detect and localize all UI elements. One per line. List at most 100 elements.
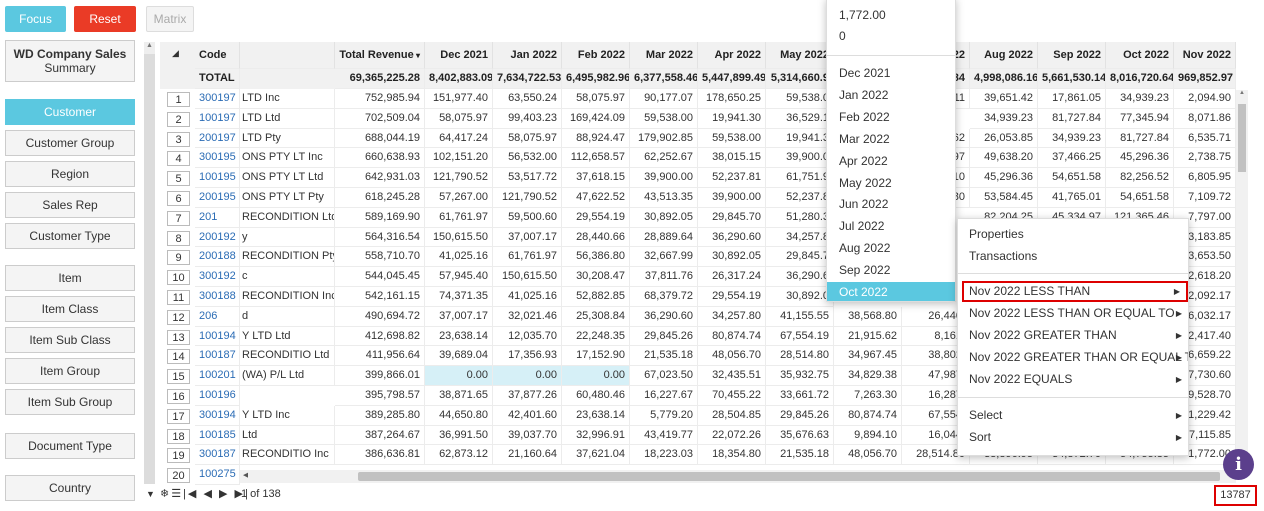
info-button[interactable]: i <box>1223 449 1254 480</box>
row-code[interactable]: 200188 <box>195 247 240 268</box>
value-cell[interactable]: 558,710.70 <box>335 247 425 268</box>
value-cell[interactable]: 411,956.64 <box>335 346 425 367</box>
value-cell[interactable]: 74,371.35 <box>425 287 493 307</box>
footer-toggle[interactable]: ▼ <box>146 489 155 499</box>
row-code[interactable]: 206 <box>195 306 240 327</box>
value-cell[interactable]: 60,480.46 <box>562 386 630 406</box>
value-cell[interactable]: 6,659.22 <box>1174 346 1236 367</box>
value-cell[interactable]: 7,115.85 <box>1174 425 1236 446</box>
value-cell[interactable]: 8,071.86 <box>1174 108 1236 129</box>
dimension-button[interactable]: Item Sub Class <box>5 327 135 353</box>
value-cell[interactable]: 39,900.00 <box>698 188 766 208</box>
value-cell[interactable]: 17,152.90 <box>562 346 630 367</box>
value-cell[interactable]: 7,797.00 <box>1174 207 1236 228</box>
value-cell[interactable]: 387,264.67 <box>335 425 425 446</box>
reset-button[interactable]: Reset <box>74 6 136 32</box>
value-cell[interactable]: 2,094.90 <box>1174 89 1236 109</box>
value-cell[interactable]: 59,538.00 <box>698 128 766 149</box>
value-cell[interactable]: 43,419.77 <box>630 425 698 446</box>
value-cell[interactable]: 59,538.0 <box>766 89 834 109</box>
filter-item[interactable]: Nov 2022 EQUALS ▶ <box>969 372 1182 386</box>
column-header[interactable]: Aug 2022 <box>970 42 1038 69</box>
row-code[interactable]: 300195 <box>195 148 240 169</box>
value-cell[interactable]: 67,554. <box>902 405 970 426</box>
value-cell[interactable]: 33,661.72 <box>766 386 834 406</box>
dropdown-month[interactable]: Apr 2022 <box>839 153 888 168</box>
value-cell[interactable]: 7,263.30 <box>834 386 902 406</box>
value-cell[interactable]: 18,354.80 <box>698 445 766 466</box>
value-cell[interactable]: 41,155.55 <box>766 306 834 327</box>
column-header[interactable]: Jan 2022 <box>493 42 562 69</box>
value-cell[interactable]: 70,455.22 <box>698 386 766 406</box>
dropdown-month[interactable]: Jun 2022 <box>839 197 889 212</box>
value-cell[interactable]: 542,161.15 <box>335 287 425 307</box>
value-cell[interactable]: 37,007.17 <box>425 306 493 327</box>
value-cell[interactable]: 42,401.60 <box>493 405 562 426</box>
value-cell[interactable]: 21,535.18 <box>630 346 698 367</box>
value-cell[interactable]: 67,023.50 <box>630 366 698 386</box>
dimension-button[interactable]: Item Class <box>5 296 135 322</box>
value-cell[interactable]: 36,290.60 <box>698 227 766 248</box>
value-cell[interactable]: 23,638.14 <box>425 326 493 347</box>
value-cell[interactable]: 68,379.72 <box>630 287 698 307</box>
value-cell[interactable]: 61,761.97 <box>493 247 562 268</box>
column-header[interactable]: Dec 2021 <box>425 42 493 69</box>
value-cell[interactable]: 28,440.66 <box>562 227 630 248</box>
value-cell[interactable]: 38,568.80 <box>834 306 902 327</box>
value-cell[interactable]: 52,237.8 <box>766 188 834 208</box>
dropdown-month[interactable]: Sep 2022 <box>839 263 891 278</box>
value-cell[interactable]: 62,252.67 <box>630 148 698 169</box>
value-cell[interactable]: 59,500.60 <box>493 207 562 228</box>
value-cell[interactable]: 19,941.3 <box>766 128 834 149</box>
value-cell[interactable]: 25,308.84 <box>562 306 630 327</box>
value-cell[interactable]: 23,638.14 <box>562 405 630 426</box>
value-cell[interactable]: 12,035.70 <box>493 326 562 347</box>
column-header[interactable]: Total Revenue ▾ <box>335 42 425 69</box>
value-cell[interactable]: 39,900.00 <box>630 168 698 188</box>
value-cell[interactable]: 30,892.05 <box>630 207 698 228</box>
column-header[interactable]: Nov 2022 <box>1174 42 1236 69</box>
value-cell[interactable]: 37,811.76 <box>630 267 698 287</box>
value-cell[interactable]: 32,996.91 <box>562 425 630 446</box>
value-cell[interactable]: 6,032.17 <box>1174 306 1236 327</box>
value-cell[interactable]: 21,160.64 <box>493 445 562 466</box>
value-cell[interactable]: 6,805.95 <box>1174 168 1236 188</box>
value-cell[interactable]: 32,667.99 <box>630 247 698 268</box>
value-cell[interactable]: 47,622.52 <box>562 188 630 208</box>
dimension-button[interactable]: Sales Rep <box>5 192 135 218</box>
value-cell[interactable]: 61,751.9 <box>766 168 834 188</box>
dimension-button[interactable]: Customer <box>5 99 135 125</box>
value-cell[interactable]: 29,554.19 <box>698 287 766 307</box>
dropdown-month[interactable]: Aug 2022 <box>839 241 891 256</box>
value-cell[interactable]: 22,072.26 <box>698 425 766 446</box>
scroll-up[interactable]: ▲ <box>144 42 155 54</box>
filter-item[interactable]: Nov 2022 LESS THAN OR EQUAL TO ▶ <box>969 306 1182 320</box>
value-cell[interactable]: 34,967.45 <box>834 346 902 367</box>
value-cell[interactable]: 1,772.00 <box>1174 445 1236 466</box>
value-cell[interactable]: 26,440. <box>902 306 970 327</box>
value-cell[interactable]: 39,651.42 <box>970 89 1038 109</box>
value-cell[interactable]: 52,237.81 <box>698 168 766 188</box>
value-cell[interactable]: 642,931.03 <box>335 168 425 188</box>
value-cell[interactable]: 660,638.93 <box>335 148 425 169</box>
dropdown-month[interactable]: Dec 2021 <box>839 66 891 80</box>
value-cell[interactable]: 21,535.18 <box>766 445 834 466</box>
dimension-button[interactable]: Country <box>5 475 135 501</box>
value-cell[interactable]: 44,650.80 <box>425 405 493 426</box>
value-cell[interactable]: 49,638.20 <box>970 148 1038 169</box>
value-cell[interactable]: 43,513.35 <box>630 188 698 208</box>
dimension-button[interactable]: Region <box>5 161 135 187</box>
value-cell[interactable]: 618,245.28 <box>335 188 425 208</box>
row-code[interactable]: 100197 <box>195 108 240 129</box>
dimension-button[interactable]: Customer Group <box>5 130 135 156</box>
value-cell[interactable]: 9,528.70 <box>1174 386 1236 406</box>
value-cell[interactable]: 39,037.70 <box>493 425 562 446</box>
value-cell[interactable]: 51,280.3 <box>766 207 834 228</box>
value-cell[interactable]: 41,025.16 <box>425 247 493 268</box>
value-cell[interactable]: 59,538.00 <box>630 108 698 129</box>
value-cell[interactable]: 150,615.50 <box>425 227 493 248</box>
value-cell[interactable]: 3,653.50 <box>1174 247 1236 268</box>
value-cell[interactable]: 81,727.84 <box>1038 108 1106 129</box>
value-cell[interactable]: 29,554.19 <box>562 207 630 228</box>
row-code[interactable]: 300197 <box>195 89 240 109</box>
